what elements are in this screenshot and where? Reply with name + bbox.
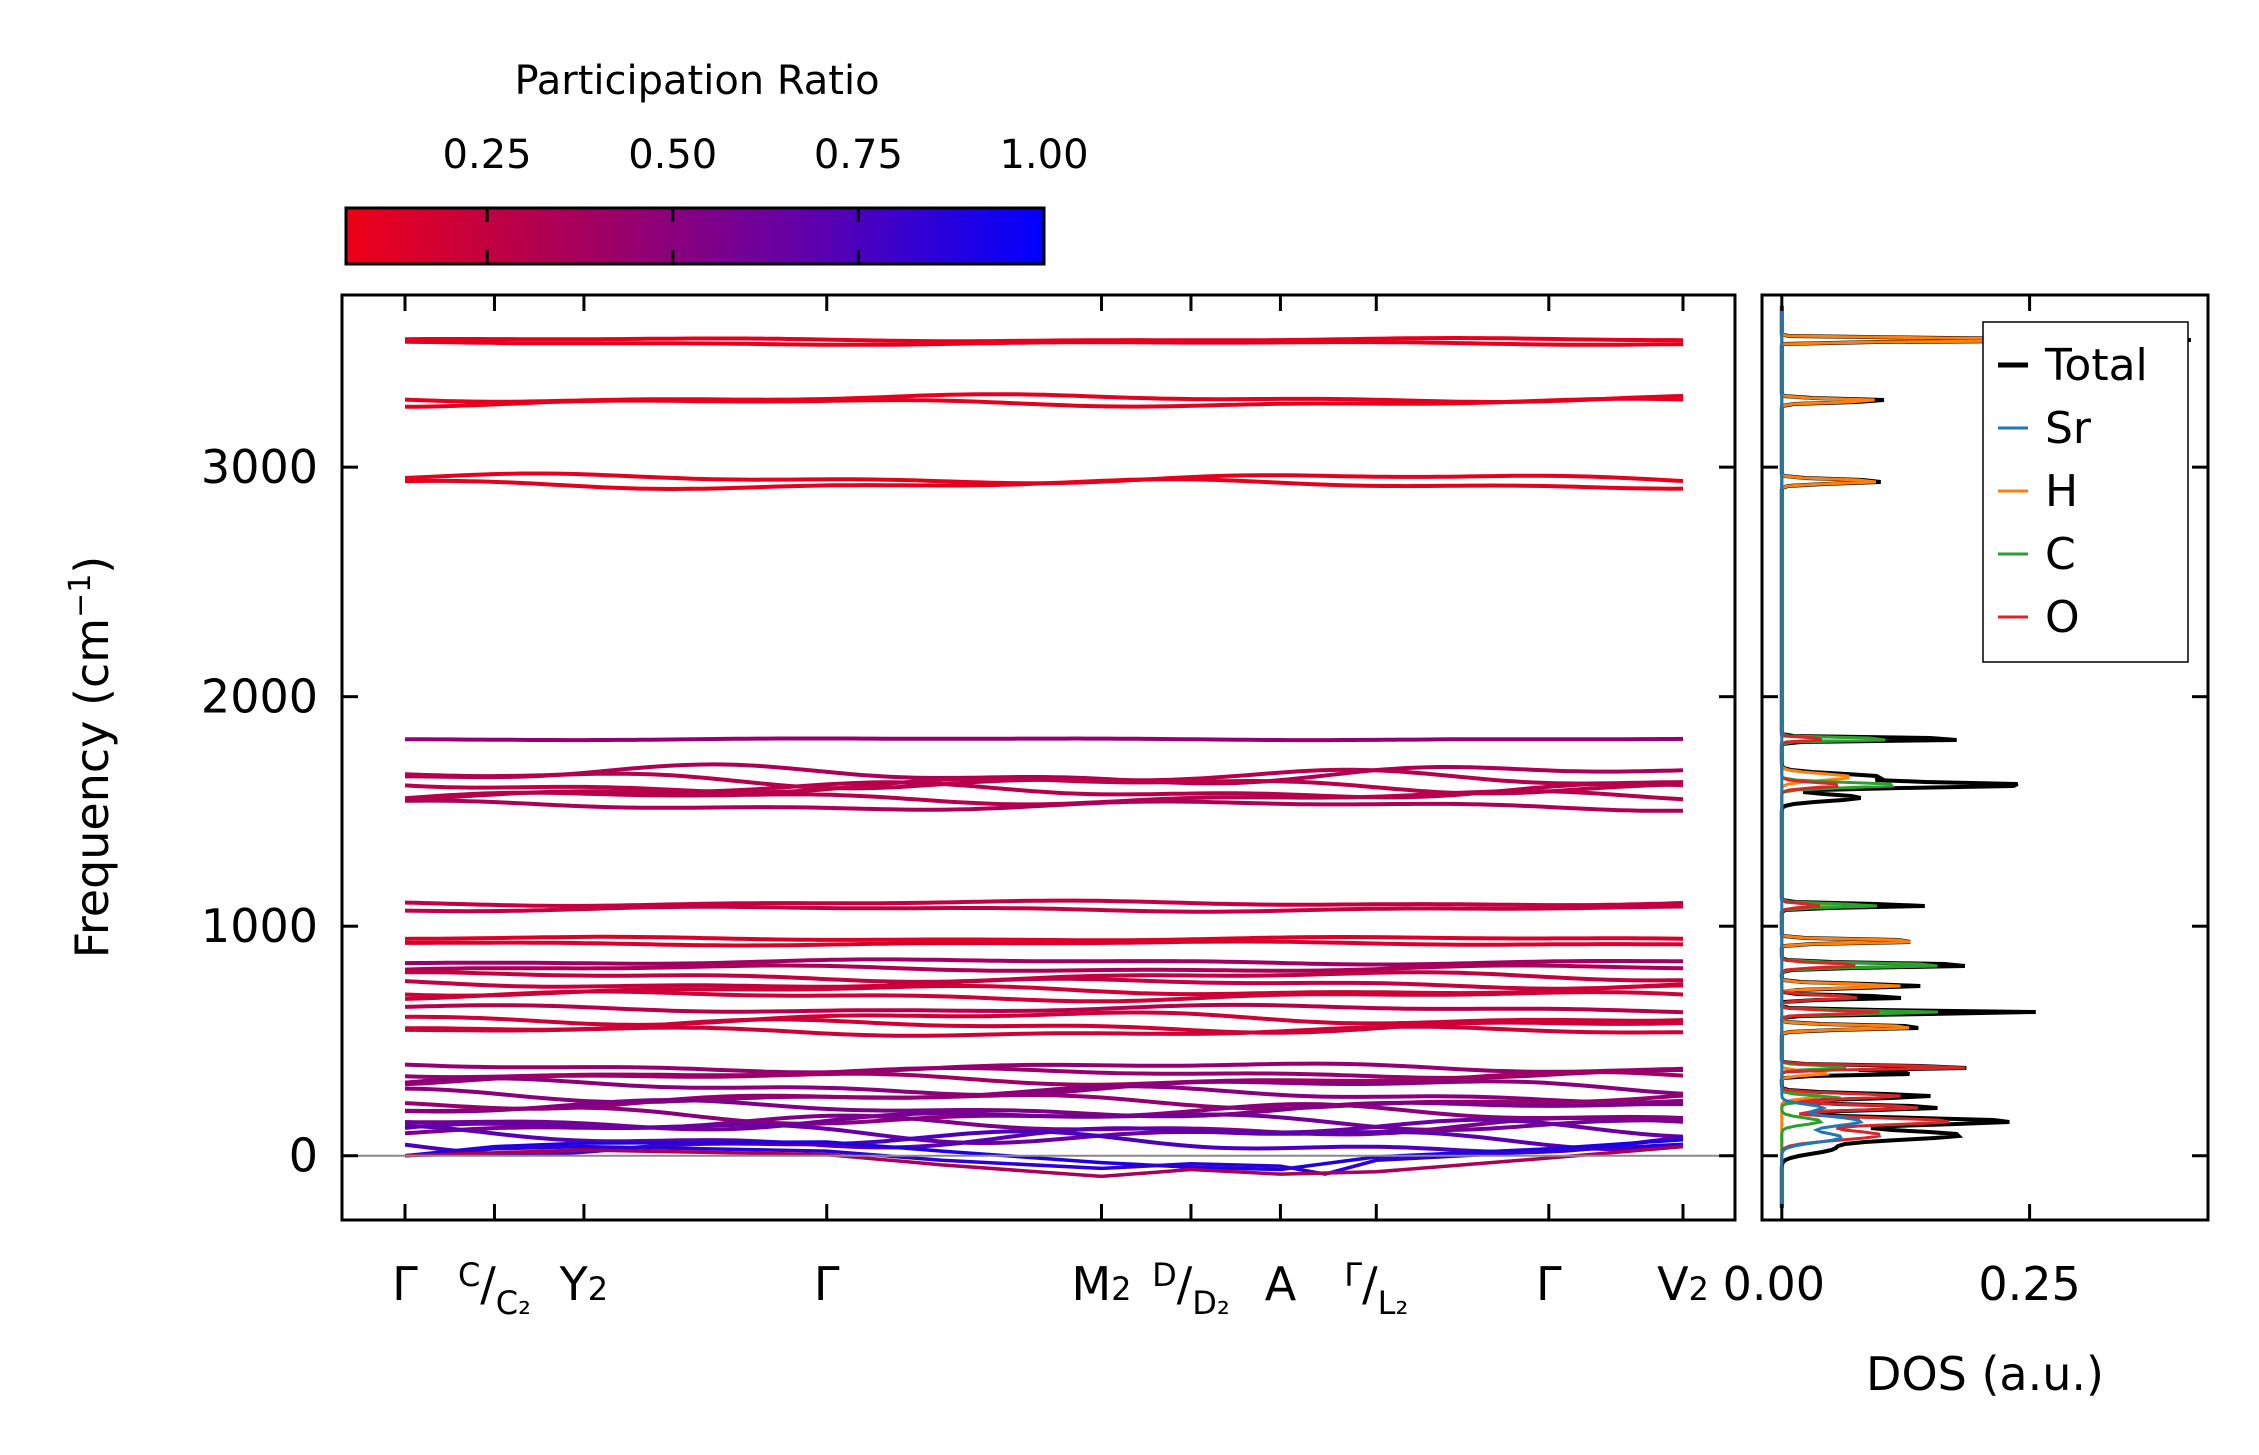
y-tick-label: 3000	[201, 440, 318, 494]
dos-lines	[1779, 306, 2191, 1208]
phonon-band	[404, 989, 1684, 1004]
dos-curve-o	[1780, 306, 1966, 1208]
band-lines	[404, 336, 1684, 1179]
x-tick-label-sub: 2	[1689, 1270, 1709, 1308]
x-tick-label: Y2	[559, 1257, 608, 1311]
phonon-band	[404, 898, 1684, 908]
colorbar-ticks: 0.25 0.50 0.75 1.00	[443, 132, 1089, 264]
legend-label: C	[2045, 529, 2076, 580]
phonon-band	[404, 1076, 1684, 1098]
x-tick-label: Γ	[814, 1257, 840, 1311]
x-tick-label-num: Γ	[1344, 1256, 1362, 1294]
legend-label: H	[2045, 466, 2078, 517]
dos-x-tick-label: 0.00	[1723, 1257, 1825, 1311]
colorbar-label: Participation Ratio	[514, 58, 879, 104]
x-tick-label-sub: 2	[588, 1270, 608, 1308]
colorbar-tick-label: 1.00	[999, 132, 1088, 178]
phonon-band	[404, 1061, 1684, 1075]
x-tick-label-main: Y	[559, 1257, 589, 1311]
y-axis-label-superscript: −1	[63, 574, 98, 618]
x-tick-label: C/C₂	[458, 1256, 531, 1322]
y-axis-label-close: )	[65, 556, 119, 574]
legend-label: Total	[2044, 340, 2148, 391]
phonon-band	[404, 1010, 1684, 1027]
x-tick-label-den: L₂	[1378, 1284, 1409, 1322]
y-tick-label: 2000	[201, 670, 318, 724]
phonon-band	[404, 396, 1684, 409]
phonon-band	[404, 963, 1684, 973]
x-tick-label: M2	[1071, 1257, 1131, 1311]
phonon-band	[404, 1070, 1684, 1087]
phonon-band	[404, 1117, 1684, 1145]
dos-axis-ticks: 0.00 0.25	[1723, 295, 2208, 1311]
x-tick-label-slash: /	[1362, 1257, 1378, 1311]
phonon-band	[405, 1024, 1683, 1038]
phonon-band	[404, 339, 1684, 347]
dos-axes	[1760, 293, 2210, 1222]
phonon-band	[404, 934, 1684, 943]
phonon-band	[404, 477, 1684, 492]
phonon-band	[405, 762, 1684, 786]
phonon-band	[404, 1111, 1684, 1132]
colorbar-tick-label: 0.50	[628, 132, 717, 178]
phonon-band	[405, 736, 1684, 743]
x-tick-label-main: M	[1071, 1257, 1111, 1311]
x-tick-label-den: C₂	[496, 1284, 531, 1322]
band-structure-axes	[340, 293, 1737, 1222]
dos-curve-c	[1780, 306, 1939, 1208]
acoustic-branch	[404, 1142, 1684, 1176]
dos-x-axis-label: DOS (a.u.)	[1866, 1347, 2104, 1401]
colorbar-tick-label: 0.75	[814, 132, 903, 178]
y-tick-label: 0	[289, 1129, 318, 1183]
x-tick-label-slash: /	[480, 1257, 496, 1311]
acoustic-branch	[404, 1137, 1684, 1172]
dos-x-tick-label: 0.25	[1978, 1257, 2080, 1311]
x-tick-label-den: D₂	[1192, 1284, 1229, 1322]
phonon-band	[404, 1098, 1683, 1119]
x-tick-label: D/D₂	[1152, 1256, 1230, 1322]
x-tick-label: A	[1265, 1257, 1297, 1311]
phonon-band	[404, 957, 1683, 967]
acoustic-branch	[404, 1144, 1684, 1179]
y-tick-label: 1000	[201, 899, 318, 953]
phonon-band	[404, 798, 1684, 813]
legend-label: Sr	[2045, 403, 2092, 454]
x-tick-label: Γ	[1536, 1257, 1562, 1311]
colorbar-tick-label: 0.25	[443, 132, 532, 178]
x-tick-label-num: C	[458, 1256, 480, 1294]
x-tick-label: Γ/L₂	[1344, 1256, 1408, 1322]
phonon-band	[404, 976, 1684, 991]
phonon-band	[404, 904, 1684, 914]
x-tick-label-main: V	[1657, 1257, 1689, 1311]
x-tick-label-sub: 2	[1111, 1270, 1131, 1308]
phonon-band	[404, 1093, 1684, 1111]
x-tick-label-slash: /	[1177, 1257, 1193, 1311]
x-tick-label: V2	[1657, 1257, 1709, 1311]
legend-label: O	[2045, 592, 2080, 643]
phonon-band	[404, 1002, 1684, 1015]
y-axis-label: Frequency (cm−1)	[63, 556, 119, 959]
x-tick-label: Γ	[392, 1257, 418, 1311]
dos-legend: Total Sr HCO	[1982, 321, 2189, 663]
y-axis-label-main: Frequency (cm	[65, 618, 119, 958]
dos-curve-sr	[1780, 306, 1864, 1208]
colorbar	[344, 206, 1046, 266]
phonon-band	[405, 939, 1684, 948]
x-tick-label-num: D	[1152, 1256, 1177, 1294]
